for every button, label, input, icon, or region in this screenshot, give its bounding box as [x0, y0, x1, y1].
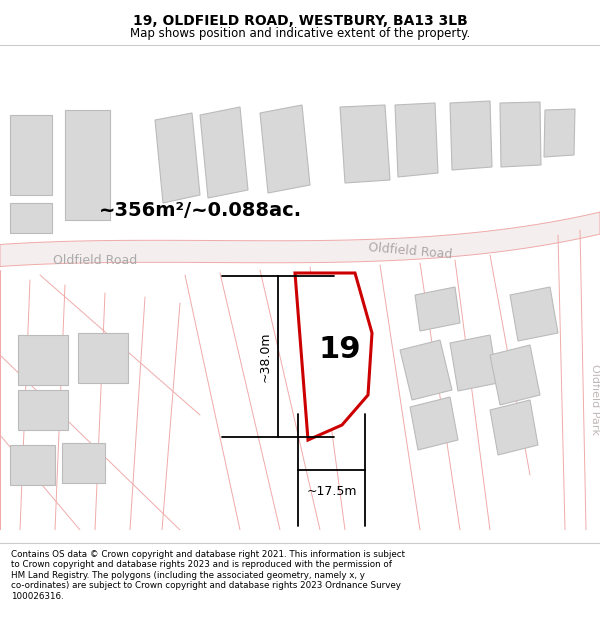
- Polygon shape: [65, 110, 110, 220]
- Text: ~356m²/~0.088ac.: ~356m²/~0.088ac.: [98, 201, 302, 219]
- Polygon shape: [450, 101, 492, 170]
- Polygon shape: [18, 335, 68, 385]
- Text: Oldfield Road: Oldfield Road: [367, 241, 452, 261]
- Polygon shape: [500, 102, 541, 167]
- Polygon shape: [395, 103, 438, 177]
- Polygon shape: [10, 445, 55, 485]
- Text: Oldfield Park: Oldfield Park: [590, 364, 600, 436]
- Text: 19: 19: [319, 336, 361, 364]
- Text: 19, OLDFIELD ROAD, WESTBURY, BA13 3LB: 19, OLDFIELD ROAD, WESTBURY, BA13 3LB: [133, 14, 467, 28]
- Polygon shape: [295, 273, 372, 440]
- Polygon shape: [0, 212, 600, 266]
- Polygon shape: [10, 203, 52, 233]
- Polygon shape: [260, 105, 310, 193]
- Polygon shape: [490, 345, 540, 405]
- Polygon shape: [200, 107, 248, 198]
- Text: ~17.5m: ~17.5m: [306, 485, 357, 498]
- Polygon shape: [18, 390, 68, 430]
- Text: Oldfield Road: Oldfield Road: [53, 254, 137, 266]
- Polygon shape: [62, 443, 105, 483]
- Polygon shape: [400, 340, 452, 400]
- Polygon shape: [340, 105, 390, 183]
- Polygon shape: [10, 115, 52, 195]
- Polygon shape: [490, 400, 538, 455]
- Text: Map shows position and indicative extent of the property.: Map shows position and indicative extent…: [130, 28, 470, 41]
- Text: Contains OS data © Crown copyright and database right 2021. This information is : Contains OS data © Crown copyright and d…: [11, 550, 405, 601]
- Polygon shape: [155, 113, 200, 203]
- Polygon shape: [410, 397, 458, 450]
- Polygon shape: [78, 333, 128, 383]
- Polygon shape: [544, 109, 575, 157]
- Polygon shape: [415, 287, 460, 331]
- Polygon shape: [510, 287, 558, 341]
- Polygon shape: [450, 335, 498, 391]
- Text: ~38.0m: ~38.0m: [259, 331, 271, 382]
